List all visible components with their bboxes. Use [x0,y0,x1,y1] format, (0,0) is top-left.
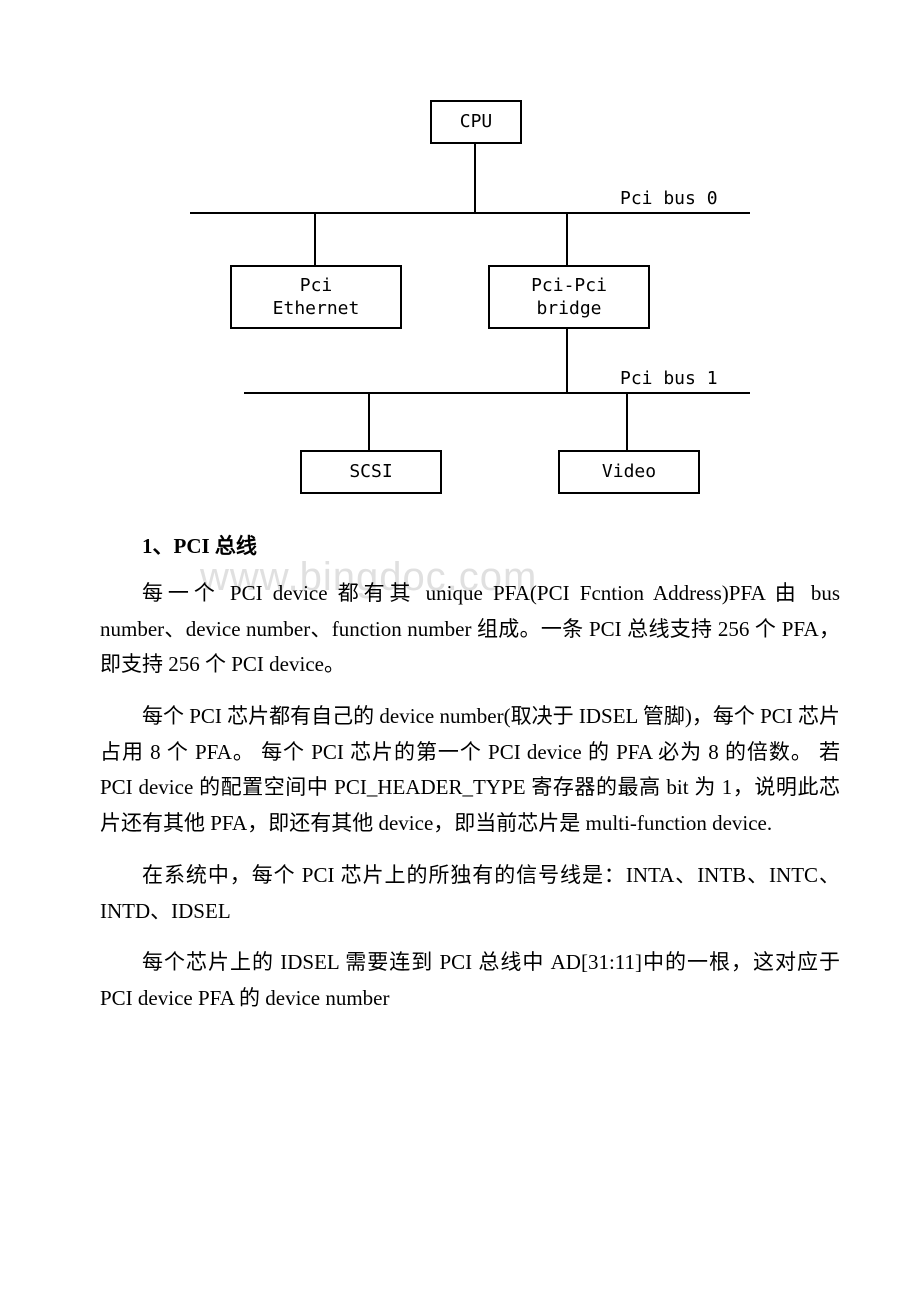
pci-bus-diagram: CPU Pci Ethernet Pci-Pci bridge SCSI Vid… [190,100,750,500]
paragraph-1: 每一个 PCI device 都有其 unique PFA(PCI Fcntio… [100,576,840,683]
paragraph-2: 每个 PCI 芯片都有自己的 device number(取决于 IDSEL 管… [100,699,840,842]
node-scsi: SCSI [300,450,442,494]
line-bus0-eth [314,212,316,265]
node-bridge: Pci-Pci bridge [488,265,650,329]
line-bus1 [244,392,750,394]
line-bus1-scsi [368,392,370,450]
line-cpu-bus0 [474,140,476,212]
paragraph-4: 每个芯片上的 IDSEL 需要连到 PCI 总线中 AD[31:11]中的一根，… [100,945,840,1016]
paragraph-3: 在系统中，每个 PCI 芯片上的所独有的信号线是：INTA、INTB、INTC、… [100,858,840,929]
node-ethernet: Pci Ethernet [230,265,402,329]
document-page: CPU Pci Ethernet Pci-Pci bridge SCSI Vid… [0,0,920,1093]
line-bus0 [190,212,750,214]
line-bus0-bridge [566,212,568,265]
label-bus1: Pci bus 1 [620,368,718,389]
node-video: Video [558,450,700,494]
label-bus0: Pci bus 0 [620,188,718,209]
section-heading: 1、PCI 总线 [100,530,840,560]
line-bus1-video [626,392,628,450]
node-cpu: CPU [430,100,522,144]
line-bridge-bus1 [566,325,568,392]
